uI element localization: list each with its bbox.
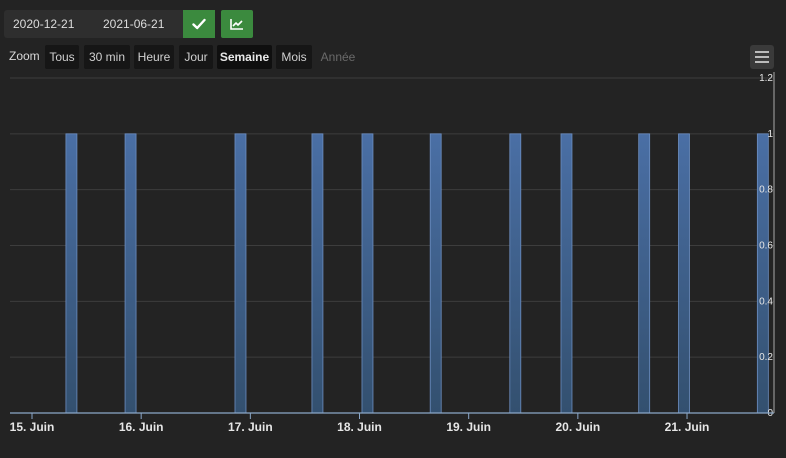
bars <box>65 133 769 414</box>
zoom-hour-button[interactable]: Heure <box>134 45 174 69</box>
check-icon <box>192 18 206 30</box>
zoom-label: Zoom <box>9 49 40 63</box>
start-date-input[interactable]: 2020-12-21 <box>4 10 94 38</box>
x-tick-label: 15. Juin <box>10 420 55 434</box>
y-tick-label: 0.4 <box>759 296 773 307</box>
bar <box>560 133 573 414</box>
end-date-input[interactable]: 2021-06-21 <box>94 10 183 38</box>
grid-lines <box>10 77 774 358</box>
x-tick-label: 18. Juin <box>337 420 382 434</box>
bar <box>234 133 247 414</box>
zoom-day-button[interactable]: Jour <box>179 45 213 69</box>
bar <box>756 133 769 414</box>
y-tick-label: 0.2 <box>759 352 773 363</box>
bar <box>361 133 374 414</box>
bar <box>509 133 522 414</box>
chart-view-button[interactable] <box>221 10 253 38</box>
y-tick-label: 1 <box>767 129 773 140</box>
zoom-year-button: Année <box>320 50 356 64</box>
x-tick-label: 19. Juin <box>446 420 491 434</box>
zoom-30min-button[interactable]: 30 min <box>84 45 130 69</box>
x-tick-label: 16. Juin <box>119 420 164 434</box>
y-tick-label: 1.2 <box>759 73 773 84</box>
bar <box>311 133 324 414</box>
zoom-week-button[interactable]: Semaine <box>217 45 272 69</box>
line-chart-icon <box>230 19 243 30</box>
x-tick-label: 21. Juin <box>665 420 710 434</box>
x-tick-label: 20. Juin <box>556 420 601 434</box>
zoom-month-button[interactable]: Mois <box>276 45 312 69</box>
bar <box>678 133 690 414</box>
bar <box>638 133 651 414</box>
zoom-all-button[interactable]: Tous <box>45 45 79 69</box>
bar <box>65 133 78 414</box>
y-tick-label: 0.8 <box>759 185 773 196</box>
y-tick-label: 0.6 <box>759 241 773 252</box>
x-tick-label: 17. Juin <box>228 420 273 434</box>
bar <box>429 133 442 414</box>
bar <box>124 133 137 414</box>
apply-button[interactable] <box>183 10 215 38</box>
hamburger-menu-icon[interactable] <box>750 45 774 69</box>
